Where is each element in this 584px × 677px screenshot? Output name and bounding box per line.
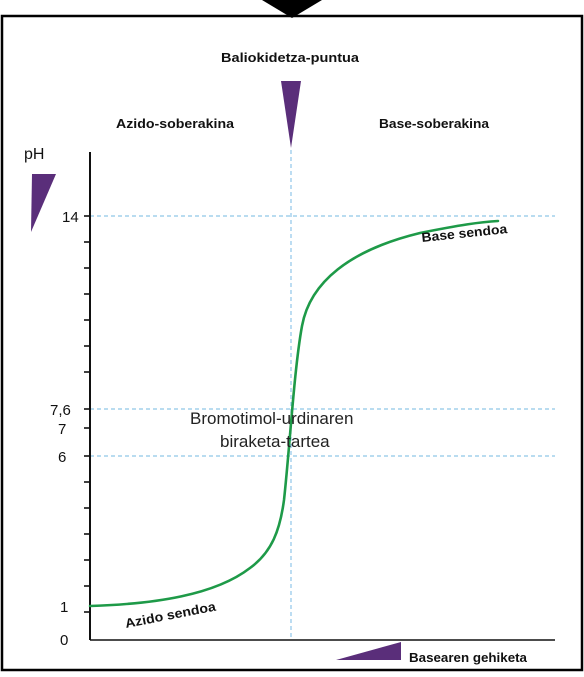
down-arrow-icon bbox=[262, 0, 322, 18]
y-axis-label: pH bbox=[24, 146, 44, 163]
y-tick-6: 6 bbox=[58, 449, 66, 466]
indicator-range-line1: Bromotimol-urdinaren bbox=[190, 409, 353, 428]
acid-excess-label: Azido-soberakina bbox=[116, 116, 235, 131]
equivalence-point-label: Baliokidetza-puntua bbox=[221, 50, 360, 65]
y-tick-1: 1 bbox=[60, 599, 68, 616]
base-addition-wedge-icon bbox=[336, 642, 401, 660]
equivalence-wedge-icon bbox=[281, 81, 301, 148]
y-tick-14: 14 bbox=[62, 209, 79, 226]
guide-lines bbox=[90, 150, 555, 640]
y-tick-7: 7 bbox=[58, 421, 66, 438]
y-axis-ticks bbox=[84, 215, 90, 613]
ph-increase-wedge-icon bbox=[31, 174, 56, 232]
y-tick-7-6: 7,6 bbox=[50, 402, 71, 419]
base-excess-label: Base-soberakina bbox=[379, 116, 490, 131]
y-tick-0: 0 bbox=[60, 632, 68, 649]
x-axis-label: Basearen gehiketa bbox=[409, 650, 528, 665]
indicator-range-line2: biraketa-tartea bbox=[220, 432, 330, 451]
titration-curve bbox=[88, 219, 500, 608]
